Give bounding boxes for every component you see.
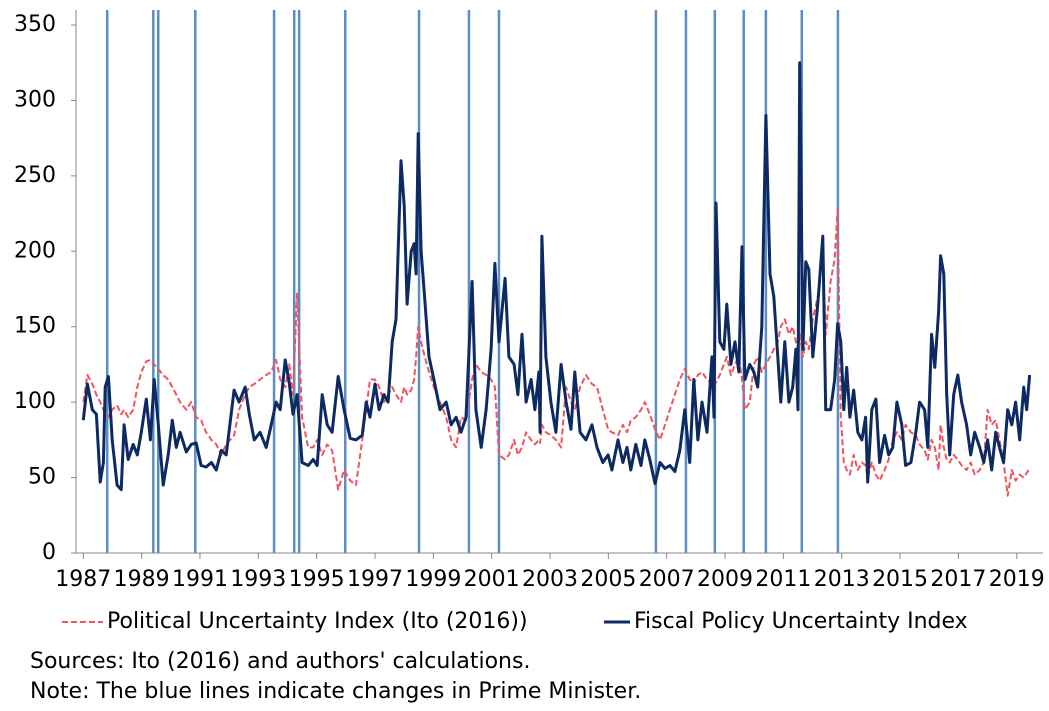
- x-tick-label: 2013: [814, 567, 870, 592]
- pm-note: Note: The blue lines indicate changes in…: [30, 679, 641, 704]
- x-tick-label: 2009: [697, 567, 753, 592]
- x-tick-label: 2007: [639, 567, 695, 592]
- x-tick-label: 2015: [872, 567, 928, 592]
- y-tick-label: 200: [14, 238, 56, 263]
- x-tick-label: 1997: [347, 567, 403, 592]
- y-tick-label: 350: [14, 12, 56, 37]
- x-tick-label: 1989: [114, 567, 170, 592]
- source-note: Sources: Ito (2016) and authors' calcula…: [30, 649, 530, 674]
- x-tick-label: 2019: [989, 567, 1045, 592]
- y-tick-label: 300: [14, 87, 56, 112]
- x-tick-label: 2001: [464, 567, 520, 592]
- x-tick-label: 2003: [522, 567, 578, 592]
- x-tick-label: 2005: [580, 567, 636, 592]
- y-tick-label: 50: [28, 465, 56, 490]
- x-tick-label: 2011: [755, 567, 811, 592]
- legend-label: Political Uncertainty Index (Ito (2016)): [107, 609, 528, 634]
- x-tick-label: 1999: [405, 567, 461, 592]
- x-tick-label: 1995: [289, 567, 345, 592]
- series-line: [81, 61, 1032, 492]
- y-tick-label: 0: [42, 540, 56, 565]
- series-line: [82, 208, 1031, 497]
- x-tick-label: 1987: [55, 567, 111, 592]
- y-tick-label: 100: [14, 389, 56, 414]
- x-tick-label: 2017: [930, 567, 986, 592]
- y-tick-label: 150: [14, 314, 56, 339]
- x-tick-label: 1993: [230, 567, 286, 592]
- x-tick-label: 1991: [172, 567, 228, 592]
- y-tick-label: 250: [14, 163, 56, 188]
- legend-label: Fiscal Policy Uncertainty Index: [634, 609, 968, 634]
